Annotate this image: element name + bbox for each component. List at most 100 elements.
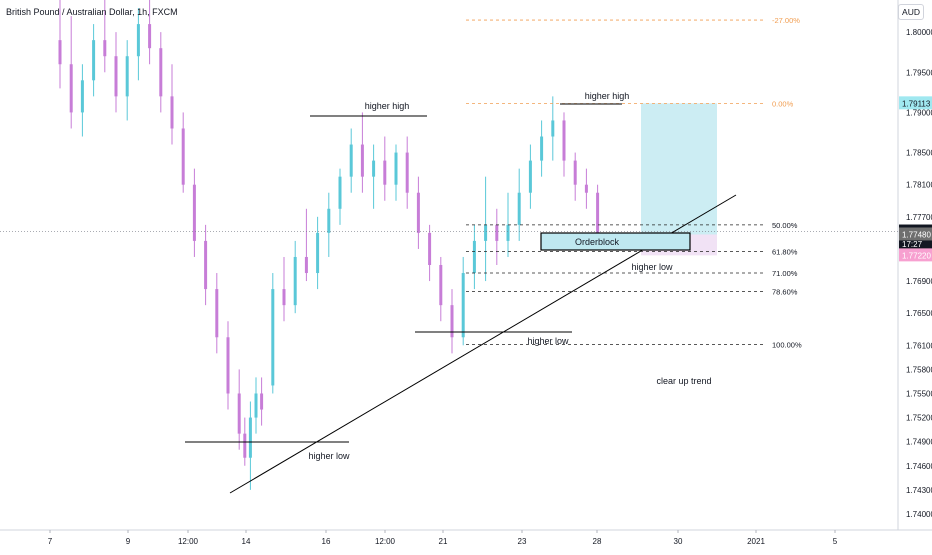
candle-body: [136, 24, 140, 57]
candle-body: [349, 144, 353, 177]
candle-body: [573, 160, 577, 185]
candle-body: [260, 393, 264, 410]
candle-body: [472, 240, 476, 274]
price-badge: [899, 96, 932, 110]
candle-body: [215, 289, 219, 338]
annotation-label: higher low: [308, 451, 350, 461]
candle-body: [484, 224, 488, 241]
candle-body: [58, 40, 62, 65]
price-badge: [899, 227, 932, 241]
x-tick-label: 21: [439, 537, 448, 546]
candle-body: [461, 273, 465, 338]
annotation-label: clear up trend: [656, 376, 711, 386]
fib-level-label: 100.00%: [772, 341, 802, 350]
x-tick-label: 12:00: [375, 537, 396, 546]
target-zone: [641, 103, 717, 235]
annotation-label: higher high: [585, 91, 630, 101]
candle-body: [517, 192, 521, 225]
candle-body: [293, 256, 297, 306]
fib-level-label: 61.80%: [772, 247, 798, 256]
x-tick-label: 30: [674, 537, 683, 546]
candle-body: [596, 192, 600, 233]
candle-body: [204, 240, 208, 290]
price-badge-label: 1.79113: [902, 99, 931, 108]
candle-body: [584, 184, 588, 193]
x-tick-label: 5: [833, 537, 838, 546]
x-tick-label: 9: [126, 537, 131, 546]
candle-body: [159, 48, 163, 97]
y-tick-label: 1.75800: [906, 365, 932, 374]
candle-body: [316, 232, 320, 274]
candle-body: [304, 256, 308, 274]
annotation-label: higher low: [527, 336, 569, 346]
candle-body: [360, 144, 364, 177]
x-tick-label: 7: [48, 537, 53, 546]
candle-body: [226, 337, 230, 394]
candle-body: [338, 176, 342, 209]
candle-body: [416, 192, 420, 233]
annotation-label: higher low: [631, 262, 673, 272]
candle-body: [92, 40, 96, 81]
fib-level-label: 78.60%: [772, 288, 798, 297]
candle-body: [80, 80, 84, 113]
candle-body: [125, 56, 129, 97]
candle-body: [428, 232, 432, 265]
y-tick-label: 1.79500: [906, 68, 932, 77]
annotation-label: Orderblock: [575, 237, 620, 247]
y-tick-label: 1.74000: [906, 510, 932, 519]
y-tick-label: 1.75200: [906, 414, 932, 423]
y-tick-label: 1.80000: [906, 28, 932, 37]
chart-title: British Pound / Australian Dollar, 1h, F…: [6, 7, 178, 17]
y-tick-label: 1.78500: [906, 149, 932, 158]
price-badge-label: 1.77220: [902, 251, 931, 260]
x-tick-label: 2021: [747, 537, 765, 546]
candles-group: [58, 0, 600, 490]
candle-body: [243, 433, 247, 458]
candle-body: [181, 128, 185, 185]
candle-body: [254, 393, 258, 418]
candle-body: [114, 56, 118, 97]
y-tick-label: 1.76900: [906, 277, 932, 286]
y-tick-label: 1.75500: [906, 389, 932, 398]
fib-level-label: -27.00%: [772, 16, 800, 25]
candle-body: [248, 417, 252, 458]
fib-level-label: 0.00%: [772, 100, 794, 109]
candle-body: [192, 184, 196, 241]
annotation-label: higher high: [365, 101, 410, 111]
x-tick-label: 12:00: [178, 537, 199, 546]
x-tick-label: 28: [593, 537, 602, 546]
x-tick-label: 16: [322, 537, 331, 546]
x-tick-label: 14: [242, 537, 251, 546]
price-badge-label: 1.77480: [902, 230, 931, 239]
candle-body: [551, 120, 555, 137]
y-tick-label: 1.74600: [906, 462, 932, 471]
candle-body: [495, 224, 499, 241]
candle-body: [562, 120, 566, 161]
price-badge-label: 17:27: [902, 240, 923, 249]
fib-level-label: 50.00%: [772, 221, 798, 230]
price-badge: [899, 248, 932, 262]
candle-body: [394, 152, 398, 185]
candle-body: [540, 136, 544, 161]
y-tick-label: 1.77700: [906, 213, 932, 222]
candle-body: [237, 393, 241, 434]
candle-body: [327, 208, 331, 233]
y-tick-label: 1.74300: [906, 486, 932, 495]
candle-body: [405, 152, 409, 193]
y-tick-label: 1.76500: [906, 309, 932, 318]
candle-body: [372, 160, 376, 177]
candle-body: [170, 96, 174, 129]
candle-body: [506, 224, 510, 241]
candle-body: [282, 289, 286, 306]
y-tick-label: 1.76100: [906, 341, 932, 350]
y-tick-label: 1.78100: [906, 181, 932, 190]
y-tick-label: 1.79000: [906, 108, 932, 117]
candle-body: [528, 160, 532, 193]
currency-button[interactable]: AUD: [898, 4, 924, 20]
fib-level-label: 71.00%: [772, 269, 798, 278]
y-tick-label: 1.74900: [906, 438, 932, 447]
candle-body: [148, 24, 152, 49]
x-tick-label: 23: [518, 537, 527, 546]
